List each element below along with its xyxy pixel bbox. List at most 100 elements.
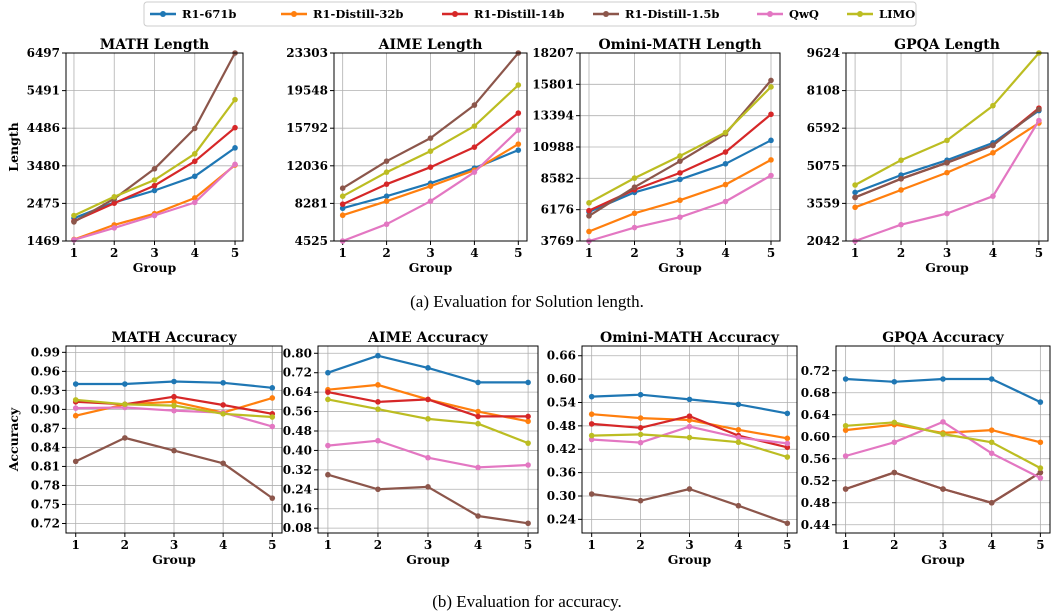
tick-label-y: 0.48 (547, 419, 576, 433)
legend-marker (160, 11, 166, 17)
data-point (425, 454, 431, 461)
data-point (842, 486, 849, 492)
tick-label-y: 0.99 (31, 345, 60, 359)
data-point (339, 212, 346, 219)
legend-item-r1-671b: R1-671b (150, 7, 236, 21)
data-point (220, 460, 226, 467)
data-point (631, 224, 638, 231)
data-point (588, 432, 595, 439)
x-axis-label: Group (921, 552, 965, 567)
data-point (427, 135, 434, 141)
tick-label-y: 3769 (541, 234, 574, 248)
data-point (852, 204, 858, 211)
series-limo (586, 84, 774, 206)
tick-label-x: 1 (72, 538, 80, 552)
legend-marker (452, 11, 458, 17)
tick-label-y: 0.36 (547, 466, 576, 480)
data-point (515, 147, 522, 153)
data-point (1036, 106, 1042, 113)
data-point (427, 148, 434, 154)
data-point (988, 439, 995, 446)
tick-label-y: 5075 (807, 159, 840, 173)
data-point (940, 431, 946, 437)
data-point (637, 497, 644, 504)
tick-label-y: 0.90 (31, 402, 60, 416)
x-axis-label: Group (133, 260, 177, 275)
data-point (475, 513, 481, 519)
data-point (637, 391, 644, 398)
tick-label-y: 0.16 (283, 502, 312, 516)
panel-title: GPQA Length (894, 37, 1000, 53)
series-r1-distill-1-5b (72, 435, 276, 501)
tick-label-x: 1 (851, 246, 859, 260)
data-point (686, 434, 693, 441)
data-point (525, 462, 531, 468)
data-point (586, 228, 592, 235)
tick-label-x: 4 (988, 538, 996, 552)
x-axis-label: Group (409, 260, 453, 275)
panel-title: MATH Length (100, 37, 209, 53)
plot-frame (333, 52, 528, 242)
data-point (72, 412, 79, 419)
legend-marker (857, 11, 863, 17)
data-point (151, 165, 158, 172)
tick-label-x: 2 (110, 246, 118, 260)
data-point (768, 84, 774, 90)
plot-frame (845, 52, 1049, 242)
panel-omini-math-length: 3769 6176 8582 10988 13394 15801 18207 1 2 3 4 5 Omi… (532, 37, 781, 275)
data-point (425, 396, 431, 403)
data-point (325, 396, 331, 403)
data-point (852, 194, 858, 201)
legend-item-r1-distill-14b: R1-Distill-14b (442, 7, 564, 21)
legend-label: R1-Distill-1.5b (625, 7, 719, 21)
y-axis-label: Accuracy (6, 407, 21, 472)
panels: 1469 2475 3480 4486 5491 6497 1 2 3 4 5 MATH Length… (6, 37, 1051, 567)
data-point (1036, 117, 1042, 124)
plot-frame (581, 345, 798, 534)
x-axis-label: Group (658, 260, 702, 275)
series-r1-distill-1-5b (842, 469, 1044, 506)
data-point (891, 378, 898, 385)
data-point (586, 207, 592, 214)
data-point (988, 427, 995, 433)
tick-label-x: 5 (1035, 246, 1043, 260)
series-qwq (842, 419, 1044, 481)
data-point (842, 376, 849, 382)
data-point (677, 158, 683, 164)
tick-label-y: 0.56 (801, 452, 830, 466)
series-limo (339, 82, 522, 199)
tick-label-y: 0.42 (547, 442, 576, 456)
data-point (990, 142, 996, 149)
data-point (588, 411, 595, 417)
data-point (944, 169, 950, 176)
data-point (588, 436, 595, 443)
data-point (784, 435, 791, 442)
plot-frame (835, 345, 1051, 534)
tick-label-y: 0.44 (801, 518, 830, 532)
data-point (122, 381, 128, 387)
data-point (269, 414, 276, 420)
data-point (325, 442, 331, 449)
data-point (1037, 469, 1044, 476)
data-point (852, 182, 858, 188)
series-r1-distill-1-5b (852, 106, 1042, 201)
data-point (427, 183, 434, 189)
tick-label-y: 19548 (286, 84, 328, 98)
data-point (637, 431, 644, 438)
data-point (525, 413, 531, 420)
tick-label-x: 1 (841, 538, 849, 552)
tick-label-x: 3 (424, 538, 432, 552)
tick-label-y: 0.48 (801, 496, 830, 510)
data-point (515, 127, 522, 133)
data-point (232, 124, 238, 131)
tick-label-x: 2 (897, 246, 905, 260)
legend-label: LIMO (879, 7, 915, 21)
data-point (269, 495, 276, 501)
tick-label-x: 3 (426, 246, 434, 260)
data-point (151, 187, 158, 194)
data-point (232, 96, 238, 103)
data-point (475, 464, 481, 471)
data-point (111, 194, 118, 200)
data-point (269, 385, 276, 391)
data-point (784, 410, 791, 417)
